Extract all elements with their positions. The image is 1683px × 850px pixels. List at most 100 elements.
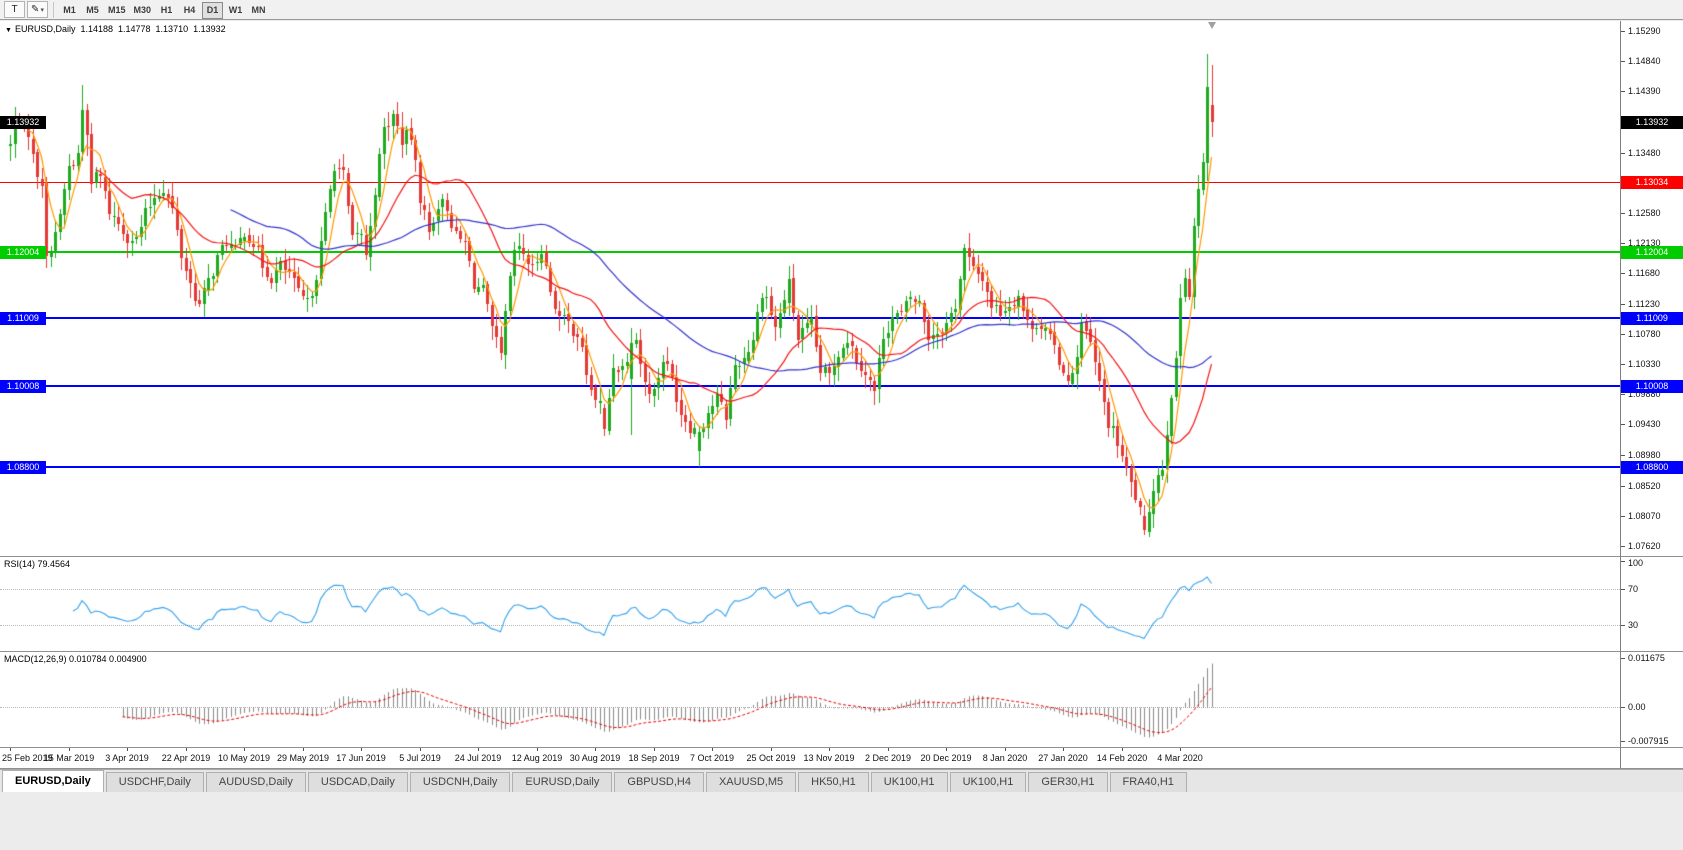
time-tick-mark — [712, 748, 713, 751]
price-tick-label: 1.07620 — [1628, 541, 1661, 551]
pencil-icon: ✎ — [31, 3, 40, 15]
price-tick-label: 1.13480 — [1628, 148, 1661, 158]
timeframe-button-M1[interactable]: M1 — [59, 2, 80, 19]
timeframe-button-H1[interactable]: H1 — [156, 2, 177, 19]
chart-tab-GBPUSD-H4[interactable]: GBPUSD,H4 — [614, 772, 704, 792]
time-axis-label: 20 Dec 2019 — [920, 753, 972, 763]
price-tick-label: 1.12580 — [1628, 208, 1661, 218]
chart-tabs-bar: EURUSD,Daily USDCHF,Daily AUDUSD,Daily USDC… — [0, 769, 1683, 792]
time-axis-label: 17 Jun 2019 — [336, 753, 386, 763]
timeframe-button-D1[interactable]: D1 — [202, 2, 224, 19]
macd-tick-label: -0.007915 — [1628, 736, 1669, 746]
chart-tab-GER30-H1[interactable]: GER30,H1 — [1028, 772, 1108, 792]
price-tag-right-support-blue-2: 1.10008 — [1621, 380, 1683, 393]
time-axis-label: 12 Aug 2019 — [511, 753, 563, 763]
time-axis-label: 2 Dec 2019 — [864, 753, 912, 763]
price-tag-left-support-blue-2: 1.10008 — [0, 380, 46, 393]
panel-divider — [0, 747, 1683, 748]
time-tick-mark — [244, 748, 245, 751]
price-tag-right-support-blue-3: 1.08800 — [1621, 461, 1683, 474]
text-tool-button[interactable]: T — [4, 1, 25, 18]
price-tick-mark — [1621, 486, 1625, 487]
time-tick-mark — [1005, 748, 1006, 751]
chart-tab-USDCAD-Daily[interactable]: USDCAD,Daily — [307, 772, 408, 792]
price-tick-mark — [1621, 516, 1625, 517]
time-tick-mark — [1180, 748, 1181, 751]
price-tick-mark — [1621, 273, 1625, 274]
price-axis-column[interactable] — [1621, 21, 1683, 556]
chart-tab-USDCNH-Daily[interactable]: USDCNH,Daily — [409, 772, 511, 792]
rsi-tick-mark — [1621, 589, 1625, 590]
time-tick-mark — [478, 748, 479, 751]
time-axis-label: 14 Feb 2020 — [1096, 753, 1148, 763]
timeframe-button-W1[interactable]: W1 — [225, 2, 246, 19]
chart-tab-USDCHF-Daily[interactable]: USDCHF,Daily — [105, 772, 204, 792]
time-axis-label: 18 Sep 2019 — [628, 753, 680, 763]
ohlc-high: 1.14778 — [118, 24, 151, 34]
time-axis-label: 15 Mar 2019 — [43, 753, 95, 763]
chart-tab-AUDUSD-Daily[interactable]: AUDUSD,Daily — [205, 772, 306, 792]
timeframe-buttons-group: M1 M5 M15 M30 H1 H4 D1 W1 MN — [58, 0, 270, 19]
price-tick-mark — [1621, 394, 1625, 395]
rsi-axis-column — [1621, 557, 1683, 651]
chart-tab-EURUSD-Daily[interactable]: EURUSD,Daily — [512, 772, 613, 792]
chart-tab-UK100-H1[interactable]: UK100,H1 — [949, 772, 1027, 792]
macd-tick-label: 0.00 — [1628, 702, 1646, 712]
rsi-tick-label: 100 — [1628, 558, 1644, 568]
toolbar: T ✎▾ M1 M5 M15 M30 H1 H4 D1 W1 MN — [0, 0, 1683, 20]
chart-tab-FRA40-H1[interactable]: FRA40,H1 — [1109, 772, 1187, 792]
chart-tab-EURUSD-Daily[interactable]: EURUSD,Daily — [2, 770, 104, 792]
price-tick-label: 1.09430 — [1628, 419, 1661, 429]
time-axis-label: 24 Jul 2019 — [454, 753, 502, 763]
price-tag-right-level-green: 1.12004 — [1621, 246, 1683, 259]
chart-shift-marker[interactable] — [1208, 22, 1216, 29]
time-tick-mark — [654, 748, 655, 751]
timeframe-button-M5[interactable]: M5 — [82, 2, 103, 19]
time-tick-mark — [420, 748, 421, 751]
price-tick-label: 1.10330 — [1628, 359, 1661, 369]
time-tick-mark — [829, 748, 830, 751]
axis-separator — [1620, 21, 1621, 768]
price-tag-left-support-blue-1: 1.11009 — [0, 312, 46, 325]
time-tick-mark — [127, 748, 128, 751]
macd-panel: MACD(12,26,9) 0.010784 0.004900 — [0, 652, 1620, 747]
time-axis-label: 13 Nov 2019 — [803, 753, 855, 763]
time-axis[interactable]: 25 Feb 2019 15 Mar 2019 3 Apr 2019 22 Apr 2… — [0, 748, 1683, 768]
timeframe-button-M15[interactable]: M15 — [105, 2, 129, 19]
timeframe-button-MN[interactable]: MN — [248, 2, 269, 19]
dropdown-caret-icon: ▾ — [40, 6, 44, 14]
price-tag-right-support-blue-1: 1.11009 — [1621, 312, 1683, 325]
panel-divider[interactable] — [0, 651, 1683, 652]
rsi-tick-label: 70 — [1628, 584, 1639, 594]
price-tick-mark — [1621, 153, 1625, 154]
ohlc-close: 1.13932 — [193, 24, 226, 34]
price-tick-mark — [1621, 243, 1625, 244]
macd-tick-label: 0.011675 — [1628, 653, 1665, 663]
time-tick-mark — [10, 748, 11, 751]
panel-divider[interactable] — [0, 556, 1683, 557]
macd-canvas[interactable] — [0, 652, 1620, 747]
price-tick-label: 1.08520 — [1628, 481, 1661, 491]
price-chart-canvas[interactable] — [0, 21, 1620, 556]
time-tick-mark — [888, 748, 889, 751]
chart-tab-UK100-H1[interactable]: UK100,H1 — [870, 772, 948, 792]
time-tick-mark — [1122, 748, 1123, 751]
chart-tab-HK50-H1[interactable]: HK50,H1 — [798, 772, 869, 792]
price-tick-label: 1.08980 — [1628, 450, 1661, 460]
chart-tab-XAUUSD-M5[interactable]: XAUUSD,M5 — [705, 772, 797, 792]
objects-tool-button[interactable]: ✎▾ — [27, 1, 48, 18]
price-tick-mark — [1621, 424, 1625, 425]
timeframe-button-M30[interactable]: M30 — [131, 2, 155, 19]
price-tick-label: 1.08070 — [1628, 511, 1661, 521]
rsi-canvas[interactable] — [0, 557, 1620, 651]
time-tick-mark — [537, 748, 538, 751]
time-tick-mark — [69, 748, 70, 751]
main-chart-panel: ▼ EURUSD,Daily 1.14188 1.14778 1.13710 1.1393… — [0, 21, 1620, 556]
time-axis-label: 3 Apr 2019 — [105, 753, 149, 763]
price-tick-mark — [1621, 546, 1625, 547]
timeframe-button-H4[interactable]: H4 — [179, 2, 200, 19]
time-axis-label: 25 Feb 2019 — [2, 753, 53, 763]
macd-tick-mark — [1621, 707, 1625, 708]
time-tick-mark — [1063, 748, 1064, 751]
price-tick-mark — [1621, 91, 1625, 92]
